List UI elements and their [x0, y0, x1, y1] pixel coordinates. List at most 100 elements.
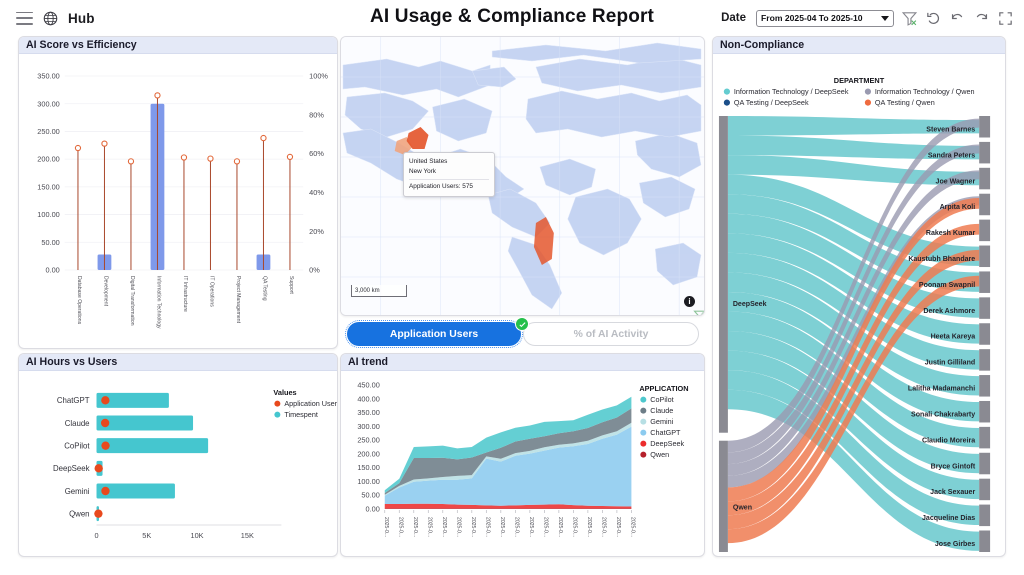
sankey-flow: [727, 155, 980, 186]
menu-icon[interactable]: [16, 11, 33, 25]
svg-text:15K: 15K: [241, 531, 254, 540]
globe-icon[interactable]: [43, 11, 58, 26]
svg-text:5K: 5K: [142, 531, 151, 540]
map-metric-toggle[interactable]: Application Users % of AI Activity: [345, 317, 699, 348]
map-filter-icon[interactable]: [692, 308, 705, 316]
undo-icon[interactable]: [949, 10, 966, 27]
svg-text:QA Testing / Qwen: QA Testing / Qwen: [875, 98, 935, 107]
svg-text:40%: 40%: [309, 188, 324, 197]
panel-title-ai-score: AI Score vs Efficiency: [19, 37, 337, 54]
tooltip-metric-value: 575: [462, 183, 473, 191]
page-title: AI Usage & Compliance Report: [370, 6, 654, 27]
hub-label: Hub: [68, 10, 95, 26]
svg-text:150.00: 150.00: [357, 463, 379, 472]
svg-text:60%: 60%: [309, 149, 324, 158]
world-map[interactable]: [341, 37, 704, 315]
sankey-flow: [727, 223, 980, 516]
svg-text:Digital Transformation: Digital Transformation: [129, 276, 135, 326]
sankey-target-node: [979, 245, 991, 268]
sankey-target-node: [979, 193, 991, 216]
svg-text:50.00: 50.00: [41, 238, 59, 247]
area-series: [384, 503, 632, 509]
svg-text:Project Management: Project Management: [235, 276, 241, 324]
svg-text:250.00: 250.00: [357, 436, 379, 445]
fullscreen-icon[interactable]: [997, 10, 1014, 27]
svg-text:Sonali Chakrabarty: Sonali Chakrabarty: [911, 411, 975, 418]
svg-text:Poonam Swapnil: Poonam Swapnil: [919, 282, 975, 289]
svg-text:2025-0...: 2025-0...: [615, 517, 621, 537]
svg-text:Gemini: Gemini: [65, 487, 90, 496]
svg-text:Information Technology / Qwen: Information Technology / Qwen: [875, 87, 975, 96]
sankey-flow: [727, 389, 980, 551]
svg-text:Kaustubh Bhandare: Kaustubh Bhandare: [908, 256, 975, 263]
toggle-active-badge: [515, 317, 529, 331]
toggle-pct-ai-activity[interactable]: % of AI Activity: [523, 322, 699, 346]
svg-text:Rakesh Kumar: Rakesh Kumar: [926, 230, 976, 237]
svg-text:2025-0...: 2025-0...: [513, 517, 519, 537]
sankey-target-node: [979, 504, 991, 527]
sankey-flow: [727, 252, 980, 370]
panel-map[interactable]: United States New York Application Users…: [340, 36, 705, 316]
chart-non-compliance-sankey[interactable]: DEPARTMENT Information Technology / DeepS…: [713, 54, 1005, 556]
tooltip-divider: [409, 179, 489, 181]
map-canvas[interactable]: United States New York Application Users…: [341, 37, 704, 315]
date-range-select[interactable]: From 2025-04 To 2025-10: [756, 9, 894, 27]
chart-ai-hours-vs-users[interactable]: ChatGPT Claude CoPilot DeepSeek Gemini Qwen 0…: [19, 371, 337, 556]
svg-text:CoPilot: CoPilot: [650, 395, 673, 404]
svg-text:300.00: 300.00: [37, 99, 59, 108]
check-icon: [518, 321, 526, 327]
sankey-flow: [727, 198, 980, 502]
sankey-flow: [727, 291, 980, 422]
toggle-application-users[interactable]: Application Users: [345, 320, 523, 348]
sankey-target-node: [979, 323, 991, 345]
marker: [94, 464, 103, 473]
sankey-target-node: [979, 116, 991, 138]
sankey-source-node: [718, 440, 728, 552]
panel-ai-trend: AI trend 0.00 50.00 100.00 150.00 200.00 250.…: [340, 353, 705, 557]
area-series: [384, 426, 632, 507]
sankey-flow: [727, 370, 980, 526]
tooltip-country: United States: [409, 158, 448, 165]
svg-text:80%: 80%: [309, 110, 324, 119]
sankey-flow: [727, 196, 980, 488]
sankey-target-node: [979, 349, 991, 371]
chart-ai-trend[interactable]: 0.00 50.00 100.00 150.00 200.00 250.00 300.00 3…: [341, 371, 704, 556]
svg-text:Qwen: Qwen: [650, 450, 669, 459]
header-right: Date From 2025-04 To 2025-10: [721, 0, 1014, 36]
reset-icon[interactable]: [925, 10, 942, 27]
svg-text:DeepSeek: DeepSeek: [650, 439, 684, 448]
area-series: [384, 508, 632, 509]
svg-text:Qwen: Qwen: [733, 505, 752, 512]
svg-text:CoPilot: CoPilot: [64, 441, 90, 450]
area-series: [384, 408, 632, 495]
bar: [96, 483, 175, 499]
sankey-source-node: [718, 116, 728, 433]
clear-filter-icon[interactable]: [901, 10, 918, 27]
svg-text:400.00: 400.00: [357, 394, 379, 403]
info-icon[interactable]: i: [684, 296, 695, 307]
app-header: Hub AI Usage & Compliance Report Date Fr…: [0, 0, 1024, 36]
chart-ai-score-vs-efficiency[interactable]: 0.00 50.00 100.00 150.00 200.00 250.00 300.00 3…: [19, 54, 337, 348]
svg-text:Derek Ashmore: Derek Ashmore: [923, 308, 975, 315]
svg-text:2025-0...: 2025-0...: [383, 517, 389, 537]
sankey-flow: [727, 144, 980, 465]
header-left: Hub: [0, 11, 270, 26]
svg-text:0.00: 0.00: [45, 266, 59, 275]
marker: [94, 509, 103, 518]
svg-text:2025-0...: 2025-0...: [629, 517, 635, 537]
sankey-target-node: [979, 375, 991, 397]
svg-text:350.00: 350.00: [357, 408, 379, 417]
bar: [96, 438, 209, 454]
sankey-flow: [727, 311, 980, 448]
bar: [96, 392, 169, 408]
svg-text:Heeta Kareya: Heeta Kareya: [931, 334, 976, 341]
sankey-flow: [727, 272, 980, 396]
svg-text:Steven Barnes: Steven Barnes: [926, 126, 975, 133]
svg-text:Information Technology: Information Technology: [155, 276, 161, 329]
svg-text:0.00: 0.00: [365, 504, 379, 513]
svg-text:150.00: 150.00: [37, 182, 59, 191]
svg-text:Claude: Claude: [650, 406, 673, 415]
redo-icon[interactable]: [973, 10, 990, 27]
svg-text:QA Testing: QA Testing: [261, 276, 267, 301]
